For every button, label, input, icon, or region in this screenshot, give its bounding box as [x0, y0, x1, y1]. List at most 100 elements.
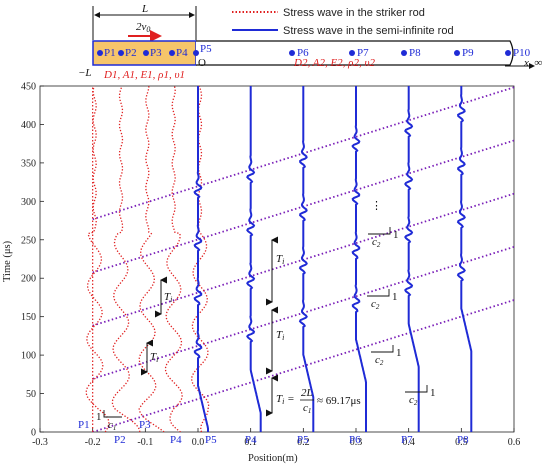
- neg-L-label: −L: [78, 67, 92, 79]
- rod-point-label: P9: [462, 47, 474, 59]
- x-tick-label: 0.4: [402, 437, 415, 448]
- x-tick-label: 0.1: [244, 437, 257, 448]
- Ti-label-striker-2: Ti: [150, 351, 158, 364]
- c1-triangle: [103, 410, 122, 418]
- rod-trace: [298, 86, 315, 432]
- x-tick-label: -0.3: [32, 437, 48, 448]
- Ti-label-2: Ti: [276, 329, 284, 342]
- rod-trace: [351, 86, 367, 432]
- formula-den: c1: [303, 402, 311, 415]
- y-tick-label: 0: [31, 428, 36, 439]
- rod-point-label: P7: [357, 47, 369, 59]
- rod-point-label: P8: [409, 47, 421, 59]
- y-tick-label: 300: [21, 197, 36, 208]
- schematic-points: P1 P2 P3 P4 P5 P6 P7 P8 P9 P10: [97, 43, 531, 59]
- rod-trace: [193, 86, 209, 432]
- x-infinity-label: x, ∞: [523, 57, 542, 69]
- x-tick-label: 0.6: [508, 437, 521, 448]
- x-tick-label: -0.1: [137, 437, 153, 448]
- x-tick-label: -0.2: [85, 437, 101, 448]
- characteristic-line: [92, 299, 514, 432]
- bottom-gauge-labels: P1 P2 P3 P4 P5 P4 P5 P6 P7 P8: [78, 419, 469, 446]
- bottom-rod-label: P4: [245, 434, 257, 446]
- bottom-rod-label: P6: [349, 434, 361, 446]
- ellipsis: ⋮: [371, 200, 382, 212]
- y-tick-label: 250: [21, 235, 36, 246]
- c2-triangle: [368, 227, 391, 235]
- bottom-striker-label: P2: [114, 434, 126, 446]
- c2-one: 1: [396, 347, 402, 359]
- legend-blue-label: Stress wave in the semi-infinite rod: [283, 25, 454, 37]
- c2-label: c2: [372, 236, 381, 249]
- rod-point-label: P6: [297, 47, 309, 59]
- formula-lhs: Ti =: [276, 393, 295, 406]
- striker-point-dot: [143, 50, 149, 56]
- bottom-striker-label: P3: [139, 419, 151, 431]
- velocity-label: 2v0: [136, 21, 150, 34]
- striker-point-label: P3: [150, 47, 162, 59]
- c2-label: c2: [375, 354, 384, 367]
- annotations: Ti Ti Ti = 2L c1 ≈ 69.17μs Ti Ti c21c21c…: [96, 200, 436, 432]
- y-tick-label: 100: [21, 351, 36, 362]
- bottom-striker-label: P1: [78, 419, 90, 431]
- rod-trace: [404, 86, 420, 432]
- formula-num: 2L: [301, 387, 313, 399]
- y-tick-label: 150: [21, 312, 36, 323]
- c2-triangle: [371, 345, 394, 353]
- bottom-rod-label: P5: [297, 434, 309, 446]
- dim-L-label: L: [141, 3, 148, 15]
- y-tick-label: 350: [21, 158, 36, 169]
- rod-point-dot: [193, 50, 199, 56]
- legend-red-label: Stress wave in the striker rod: [283, 7, 425, 19]
- rod-point-label: P5: [200, 43, 212, 55]
- rod-point-dot: [401, 50, 407, 56]
- striker-trace: [164, 86, 183, 432]
- c2-one: 1: [393, 229, 399, 241]
- y-tick-label: 400: [21, 120, 36, 131]
- bottom-rod-label: P7: [401, 434, 413, 446]
- formula-rhs: ≈ 69.17μs: [317, 395, 361, 407]
- y-tick-label: 50: [26, 389, 36, 400]
- x-tick-label: 0.5: [455, 437, 468, 448]
- striker-props: D1, A1, E1, ρ1, υ1: [103, 69, 185, 81]
- y-tick-label: 450: [21, 82, 36, 93]
- axis-ticks: -0.3 -0.2 -0.1 0.0 0.1 0.2 0.3 0.4 0.5 0.6 0 50 100 1…: [21, 82, 520, 449]
- x-tick-label: 0.0: [192, 437, 205, 448]
- c2-triangle: [367, 289, 390, 297]
- c2-one: 1: [392, 291, 398, 303]
- plot-frame: [39, 85, 515, 433]
- x-axis-label: Position(m): [248, 453, 298, 464]
- c2-label: c2: [371, 298, 380, 311]
- striker-point-dot: [97, 50, 103, 56]
- c2-triangle: [405, 385, 428, 393]
- striker-traces: [85, 86, 210, 432]
- striker-point-dot: [118, 50, 124, 56]
- rod-props: D2, A2, E2, ρ2, υ2: [293, 57, 376, 69]
- rod-point-dot: [349, 50, 355, 56]
- c2-label: c2: [409, 394, 418, 407]
- origin-label: O: [198, 57, 206, 69]
- rod-point-dot: [289, 50, 295, 56]
- y-tick-label: 200: [21, 274, 36, 285]
- striker-point-label: P4: [176, 47, 188, 59]
- y-axis-label: Time (μs): [2, 240, 13, 282]
- bottom-rod-label: P8: [457, 434, 469, 446]
- bottom-rod-label: P5: [205, 434, 217, 446]
- striker-trace: [191, 86, 210, 432]
- striker-trace: [111, 86, 141, 432]
- striker-trace: [85, 86, 110, 432]
- x-tick-label: 0.3: [350, 437, 363, 448]
- rod-point-label: P10: [513, 47, 531, 59]
- striker-point-label: P1: [104, 47, 116, 59]
- rod-trace: [246, 86, 262, 432]
- c1-label: c1: [108, 419, 116, 432]
- Ti-label-1: Ti: [276, 253, 284, 266]
- striker-trace: [138, 86, 165, 432]
- c1-one: 1: [96, 411, 102, 423]
- c2-triangles: c2 1 c2 1 c2 1 c2 1: [367, 227, 436, 407]
- c2-one: 1: [430, 387, 436, 399]
- rod-trace: [456, 86, 473, 432]
- rod-point-dot: [505, 50, 511, 56]
- bottom-striker-label: P4: [170, 434, 182, 446]
